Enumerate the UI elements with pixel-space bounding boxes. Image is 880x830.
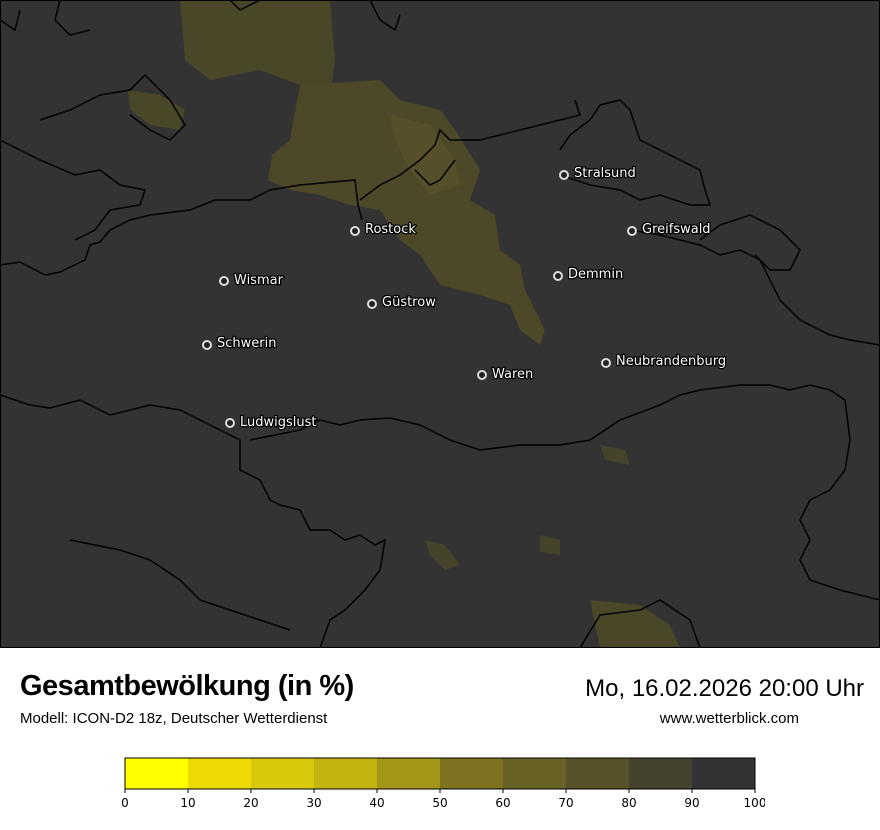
city-greifswald[interactable]: Greifswald [627, 221, 712, 238]
coastline [559, 99, 880, 346]
colorbar-tick-label: 90 [684, 796, 699, 810]
cloud-area [590, 600, 680, 648]
city-demmin[interactable]: Demmin [553, 266, 624, 283]
colorbar-segment [188, 758, 252, 789]
cloud-area [425, 540, 460, 570]
state-border [249, 384, 880, 601]
colorbar-segments [125, 758, 756, 789]
cloud-area [180, 0, 335, 95]
city-guestrow[interactable]: Güstrow [367, 294, 437, 311]
state-border [0, 0, 401, 36]
city-rostock[interactable]: Rostock [350, 221, 418, 238]
colorbar-tick-label: 30 [306, 796, 321, 810]
city-markers: Stralsund Greifswald Rostock Demmin Wism… [202, 165, 727, 431]
cloud-area [600, 445, 630, 465]
city-label: Demmin [568, 267, 623, 282]
coastline-and-borders [0, 0, 880, 648]
city-stralsund[interactable]: Stralsund [559, 165, 637, 182]
forecast-datetime: Mo, 16.02.2026 20:00 Uhr [585, 675, 864, 702]
city-label: Greifswald [642, 222, 711, 237]
state-border [0, 394, 386, 648]
cloud-area [268, 80, 545, 345]
city-ludwigslust[interactable]: Ludwigslust [225, 414, 318, 431]
city-label: Waren [492, 367, 533, 382]
coastline [0, 99, 581, 276]
city-wismar[interactable]: Wismar [219, 272, 285, 289]
cloud-area [540, 535, 560, 555]
colorbar-segment [629, 758, 693, 789]
map-title: Gesamtbewölkung (in %) [20, 670, 354, 702]
city-label: Ludwigslust [240, 415, 317, 430]
colorbar-tick-label: 50 [432, 796, 447, 810]
cloud-area [128, 90, 185, 130]
city-neubrandenburg[interactable]: Neubrandenburg [601, 353, 727, 370]
colorbar-segment [503, 758, 567, 789]
colorbar-tick-label: 100 [744, 796, 765, 810]
colorbar-segment [377, 758, 441, 789]
colorbar-segment [251, 758, 315, 789]
cloud-areas [128, 0, 680, 648]
city-waren[interactable]: Waren [477, 366, 535, 383]
city-label: Schwerin [217, 336, 276, 351]
colorbar-segment [566, 758, 630, 789]
city-label: Stralsund [574, 166, 636, 181]
city-label: Rostock [365, 222, 416, 237]
colorbar-ticks: 0 10 20 30 40 50 60 70 80 90 100 [121, 789, 765, 810]
colorbar-tick-label: 20 [243, 796, 258, 810]
cloud-cover-map: Stralsund Greifswald Rostock Demmin Wism… [0, 0, 880, 648]
colorbar-tick-label: 60 [495, 796, 510, 810]
colorbar-tick-label: 40 [369, 796, 384, 810]
website-link[interactable]: www.wetterblick.com [659, 710, 799, 727]
colorbar-tick-label: 10 [180, 796, 195, 810]
colorbar-tick-label: 0 [121, 796, 129, 810]
colorbar-segment [692, 758, 756, 789]
colorbar-segment [314, 758, 378, 789]
state-border [69, 539, 701, 648]
coastline [0, 73, 186, 241]
colorbar-segment [440, 758, 504, 789]
colorbar-segment [125, 758, 189, 789]
colorbar-legend: 0 10 20 30 40 50 60 70 80 90 100 [121, 757, 765, 810]
colorbar-tick-label: 70 [558, 796, 573, 810]
city-label: Neubrandenburg [616, 354, 726, 369]
coastline [699, 214, 801, 271]
city-label: Güstrow [382, 295, 436, 310]
city-label: Wismar [234, 273, 284, 288]
model-info: Modell: ICON-D2 18z, Deutscher Wetterdie… [20, 710, 328, 727]
city-schwerin[interactable]: Schwerin [202, 335, 278, 352]
colorbar-tick-label: 80 [621, 796, 636, 810]
